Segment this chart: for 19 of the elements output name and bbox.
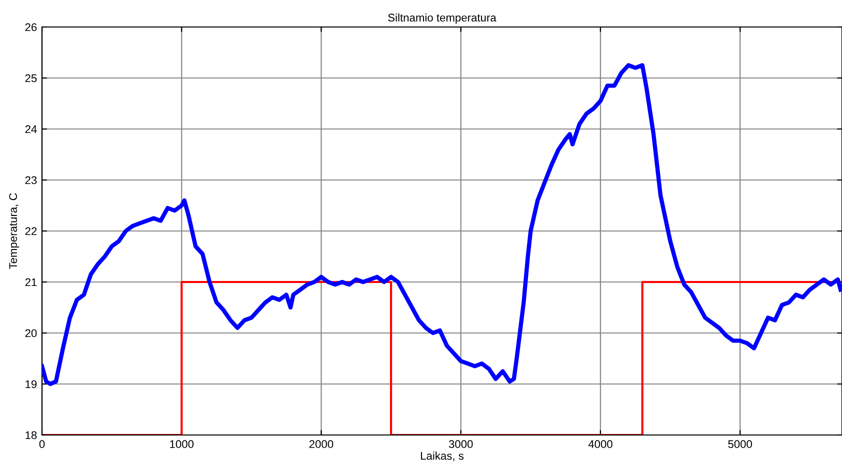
y-tick-label: 24 — [25, 125, 37, 134]
chart-title: Siltnamio temperatura — [388, 13, 496, 24]
x-tick-label: 5000 — [728, 440, 752, 448]
x-tick-label: 3000 — [448, 440, 473, 448]
y-tick-label: 25 — [25, 74, 37, 82]
y-tick-label: 18 — [26, 431, 37, 440]
x-axis-title: Laikas, s — [420, 452, 464, 462]
y-tick-label: 20 — [25, 329, 37, 338]
x-tick-label: 2000 — [309, 440, 334, 448]
x-tick-label: 0 — [39, 440, 45, 448]
y-tick-label: 19 — [26, 380, 37, 388]
y-tick-label: 23 — [25, 176, 37, 184]
line-series — [42, 63, 842, 386]
y-tick-label: 21 — [25, 278, 37, 286]
x-tick-label: 1000 — [170, 440, 194, 448]
y-tick-label: 26 — [25, 23, 37, 32]
y-tick-label: 22 — [25, 227, 37, 236]
y-axis-title: Temperatura, C — [9, 193, 20, 270]
x-tick-label: 4000 — [588, 440, 612, 448]
